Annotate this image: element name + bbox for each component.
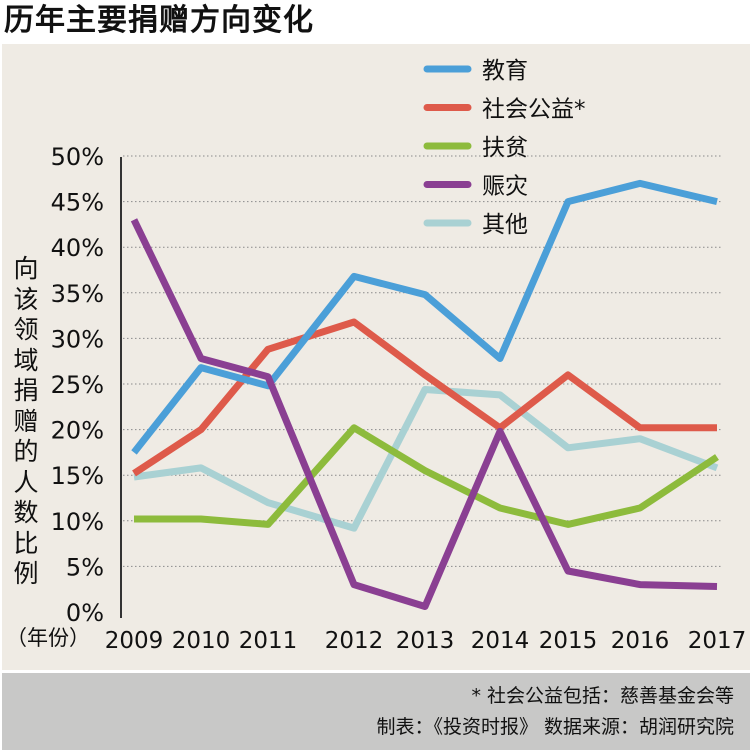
x-tick-label: 2014 bbox=[471, 628, 530, 654]
y-tick-label: 40% bbox=[51, 234, 104, 262]
y-tick-label: 50% bbox=[51, 143, 104, 171]
y-tick-label: 25% bbox=[51, 371, 104, 399]
legend-label: 赈灾 bbox=[482, 174, 528, 200]
x-tick-label: 2010 bbox=[172, 628, 231, 654]
legend-label: 教育 bbox=[482, 58, 528, 84]
footer-bar bbox=[2, 673, 750, 750]
y-tick-label: 5% bbox=[66, 553, 104, 581]
series-lines bbox=[130, 179, 719, 610]
x-tick-labels: 2009 2010 2011 2012 2013 2014 2015 2016 2017 bbox=[105, 628, 747, 654]
x-tick-label: 2015 bbox=[539, 628, 598, 654]
source-credits: 制表：《投资时报》 数据来源：胡润研究院 bbox=[376, 716, 734, 738]
x-tick-label: 2017 bbox=[688, 628, 747, 654]
legend-label: 社会公益* bbox=[482, 97, 586, 123]
x-axis-label: （年份） bbox=[6, 626, 90, 650]
x-tick-label: 2016 bbox=[611, 628, 670, 654]
chart-title: 历年主要捐赠方向变化 bbox=[4, 3, 314, 38]
x-tick-label: 2011 bbox=[239, 628, 298, 654]
y-tick-label: 15% bbox=[51, 462, 104, 490]
footnote: * 社会公益包括：慈善基金会等 bbox=[471, 685, 734, 707]
legend-label: 其他 bbox=[482, 212, 528, 238]
series-line-2 bbox=[134, 424, 719, 528]
x-tick-label: 2013 bbox=[396, 628, 455, 654]
y-tick-label: 20% bbox=[51, 417, 104, 445]
y-tick-label: 30% bbox=[51, 325, 104, 353]
y-tick-label: 45% bbox=[51, 189, 104, 217]
series-line-3 bbox=[130, 218, 718, 610]
y-axis-label: 向该领域捐赠的人数比例 bbox=[13, 254, 39, 588]
chart-panel bbox=[2, 44, 750, 670]
y-tick-labels: 0% 5% 10% 15% 20% 25% 30% 35% 40% 45% 50% bbox=[51, 143, 104, 627]
y-tick-label: 0% bbox=[66, 599, 104, 627]
x-tick-label: 2009 bbox=[105, 628, 164, 654]
legend-label: 扶贫 bbox=[482, 135, 528, 161]
series-line-1 bbox=[132, 318, 717, 477]
x-tick-label: 2012 bbox=[325, 628, 384, 654]
series-line-0 bbox=[131, 179, 718, 455]
y-tick-label: 35% bbox=[51, 280, 104, 308]
y-tick-label: 10% bbox=[51, 508, 104, 536]
series-line-4 bbox=[133, 386, 719, 532]
